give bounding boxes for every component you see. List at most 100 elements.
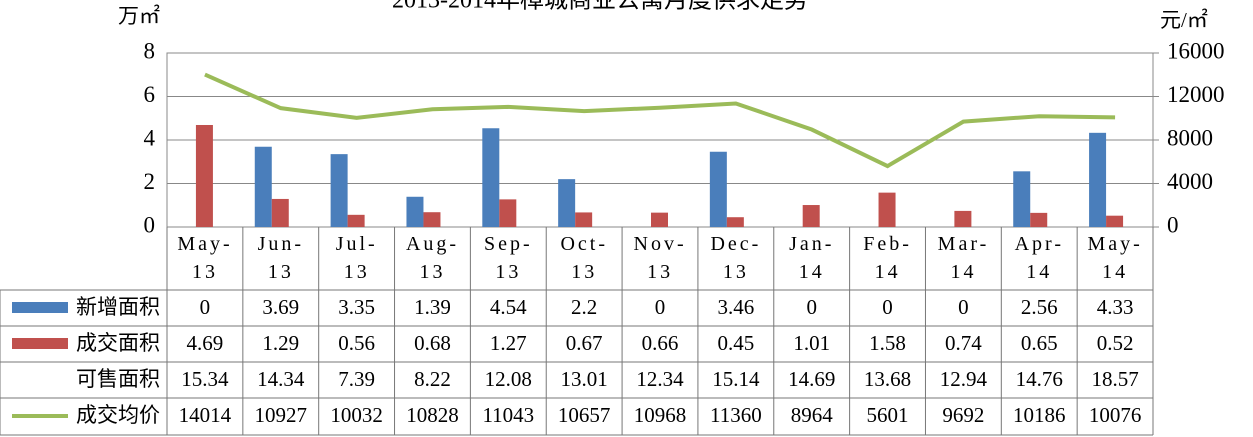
table-cell: 0 [806,295,817,319]
x-tick-text: Sep-13 [484,233,533,283]
table-cell: 3.35 [338,295,375,319]
bar [558,179,576,227]
table-cell: 0.45 [717,331,754,355]
x-tick-text: Jul-13 [335,233,378,283]
bar [254,146,272,227]
table-cell: 0.74 [945,331,982,355]
y-tick-label: 8 [144,38,156,63]
y2-axis-label: 元/㎡ [1160,8,1208,32]
table-cell: 10657 [558,403,611,427]
bar [878,192,896,227]
x-tick-text: Nov-13 [633,233,687,283]
x-tick-text: May-13 [177,233,233,283]
line [204,72,1116,169]
table-cell: 4.33 [1097,295,1134,319]
table-cell: 1.27 [490,331,527,355]
bar [726,217,744,227]
y2-tick-label: 4000 [1167,169,1213,194]
x-tick-label: Mar-14 [925,230,1001,286]
table-cell: 10032 [330,403,383,427]
table-cell: 2.56 [1021,295,1058,319]
table-cell: 8964 [791,403,834,427]
table-cell: 0.67 [566,331,603,355]
legend-swatch [12,338,68,349]
x-tick-text: Apr-14 [1014,233,1064,283]
bar [330,154,348,227]
table-cell: 1.01 [793,331,830,355]
y2-tick-label: 0 [1167,212,1179,237]
x-tick-label: Apr-14 [1001,230,1077,286]
y-tick-label: 0 [144,212,156,237]
table-cell: 0.65 [1021,331,1058,355]
table-cell: 0.66 [642,331,679,355]
table-cell: 10968 [634,403,687,427]
bar [195,124,213,227]
legend-label: 可售面积 [76,367,160,391]
table-cell: 5601 [867,403,909,427]
legend-label: 成交均价 [76,403,160,427]
table-cell: 10828 [406,403,459,427]
legend-swatch [12,302,68,313]
bar [347,214,365,227]
bar [482,128,500,227]
x-tick-text: Feb-14 [863,233,912,283]
table-cell: 14.69 [788,367,835,391]
bar [423,212,441,227]
x-tick-text: Oct-13 [560,233,608,283]
table-cell: 13.68 [864,367,911,391]
table-cell: 11360 [710,403,762,427]
x-tick-label: Jan-14 [774,230,850,286]
x-tick-label: Aug-13 [395,230,471,286]
table-cell: 3.69 [262,295,299,319]
x-tick-text: Jan-14 [789,233,835,283]
y-tick-label: 4 [144,125,156,150]
x-tick-text: Mar-14 [937,233,990,283]
x-tick-label: Sep-13 [470,230,546,286]
table-cell: 15.14 [712,367,760,391]
y2-tick-label: 8000 [1167,125,1213,150]
bar [1089,132,1107,227]
bar [1030,212,1048,227]
table-cell: 4.69 [187,331,224,355]
table-cell: 14.34 [257,367,305,391]
table-cell: 0.56 [338,331,375,355]
table-cell: 7.39 [338,367,375,391]
table-cell: 10927 [255,403,308,427]
y-tick-label: 2 [144,169,156,194]
x-tick-text: Dec-13 [710,233,762,283]
table-cell: 14014 [179,403,232,427]
table-cell: 3.46 [717,295,754,319]
y2-tick-label: 12000 [1167,82,1225,107]
x-tick-label: Jun-13 [243,230,319,286]
bar [802,205,820,227]
bar [271,198,289,227]
table-cell: 0.68 [414,331,451,355]
bar [575,212,593,227]
x-tick-text: May-14 [1087,233,1143,283]
bar [1013,171,1031,227]
table-cell: 0 [200,295,211,319]
x-tick-text: Jun-13 [257,233,305,283]
bar [406,196,424,227]
x-tick-label: Oct-13 [546,230,622,286]
table-cell: 1.39 [414,295,451,319]
y-tick-label: 6 [144,82,156,107]
bar [499,199,517,227]
table-cell: 1.58 [869,331,906,355]
table-cell: 12.08 [485,367,532,391]
bar [1106,215,1124,227]
table-cell: 10186 [1013,403,1066,427]
x-tick-text: Aug-13 [405,233,460,283]
table-cell: 14.76 [1016,367,1063,391]
y2-tick-label: 16000 [1167,38,1225,63]
x-tick-label: May-14 [1077,230,1153,286]
table-cell: 18.57 [1091,367,1138,391]
x-tick-label: Jul-13 [319,230,395,286]
table-cell: 0 [958,295,969,319]
table-cell: 0.52 [1097,331,1134,355]
bar [709,151,727,227]
legend-label: 成交面积 [76,331,160,355]
x-tick-label: Dec-13 [698,230,774,286]
